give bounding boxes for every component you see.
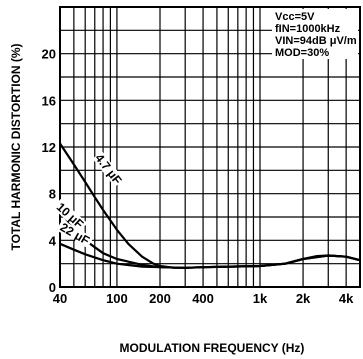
y-axis-label: TOTAL HARMONIC DISTORTION (%) [9, 43, 23, 250]
y-tick-labels: 0 4 8 12 16 20 [42, 47, 57, 295]
plot-frame [59, 6, 361, 288]
condition-vcc: Vcc=5V [275, 11, 315, 23]
y-tick-label: 0 [49, 280, 56, 295]
x-axis-label: MODULATION FREQUENCY (Hz) [120, 341, 305, 355]
x-tick-label: 200 [149, 291, 171, 306]
x-tick-label: 400 [192, 291, 214, 306]
y-tick-label: 4 [49, 233, 57, 248]
series-label-bg [52, 199, 88, 233]
curves [59, 142, 361, 269]
y-tick-label: 8 [49, 187, 56, 202]
y-tick-label: 12 [42, 140, 56, 155]
condition-fin: fIN=1000kHz [275, 23, 341, 35]
condition-vin: VIN=94dB μV/m [275, 35, 357, 47]
y-tick-label: 20 [42, 47, 56, 62]
series-label-bg [56, 219, 94, 249]
series-curve-1 [59, 210, 361, 269]
x-tick-labels: 40 100 200 400 1k 2k 4k [53, 291, 354, 306]
x-tick-label: 100 [106, 291, 128, 306]
x-tick-label: 1k [253, 291, 268, 306]
series-label-0: 4.7 μF [92, 151, 124, 187]
x-tick-label: 40 [53, 291, 67, 306]
series-curve-2 [59, 242, 361, 269]
condition-mod: MOD=30% [275, 47, 329, 59]
series-label-bg [92, 151, 125, 187]
x-tick-label: 4k [339, 291, 354, 306]
y-tick-label: 16 [42, 93, 56, 108]
conditions-box-bg [272, 9, 358, 59]
x-tick-label: 2k [296, 291, 311, 306]
